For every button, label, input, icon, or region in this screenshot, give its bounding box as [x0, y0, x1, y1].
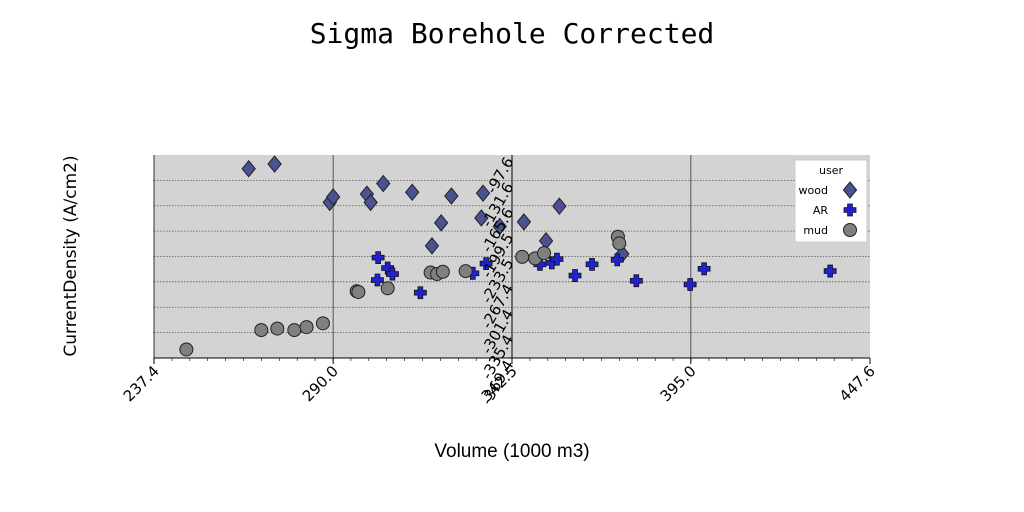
ar-point [568, 269, 582, 282]
ar-point [413, 286, 427, 300]
wood-point [424, 237, 440, 255]
mud-point [299, 320, 314, 335]
mud-point [435, 264, 450, 279]
ar-point [550, 252, 564, 266]
x-tick-label: 237.4 [120, 362, 163, 405]
ar-point [371, 273, 384, 287]
ar-point [629, 274, 643, 288]
y-axis-label: CurrentDensity (A/cm2) [61, 155, 81, 356]
wood-point [474, 209, 489, 227]
series-mud [179, 229, 627, 357]
wood-point [267, 155, 282, 173]
x-tick-label: 447.6 [836, 362, 879, 405]
legend-label-wood: wood [799, 184, 828, 197]
legend-marker-ar [843, 203, 857, 217]
wood-point [404, 183, 420, 202]
ar-point [823, 264, 837, 278]
legend-title: user [819, 164, 843, 177]
wood-point [492, 217, 507, 236]
mud-point [270, 321, 285, 336]
legend-marker-mud [843, 223, 857, 237]
ar-point [683, 278, 697, 291]
mud-point [315, 316, 330, 331]
ar-point [585, 257, 599, 271]
mud-point [287, 323, 302, 338]
chart-title: Sigma Borehole Corrected [310, 17, 715, 50]
ar-point [610, 253, 624, 267]
series-ar [371, 251, 837, 300]
mud-point [612, 236, 627, 251]
wood-point [552, 197, 567, 215]
ar-point [697, 262, 711, 276]
wood-point [433, 214, 449, 232]
wood-point [376, 174, 391, 193]
wood-point [241, 159, 256, 178]
wood-point [325, 188, 341, 206]
x-tick-label: 290.0 [299, 362, 342, 405]
wood-point [516, 213, 532, 231]
mud-point [380, 281, 395, 296]
mud-point [351, 284, 366, 299]
legend: user wood AR mud [794, 159, 868, 243]
mud-point [254, 323, 269, 338]
legend-label-ar: AR [813, 204, 829, 217]
axes [153, 155, 871, 364]
legend-marker-wood [842, 181, 858, 199]
x-axis-label: Volume (1000 m3) [434, 441, 589, 462]
mud-point [458, 264, 473, 279]
ar-point [479, 257, 493, 270]
x-tick-label: 395.0 [657, 362, 700, 405]
wood-point [444, 187, 459, 205]
mud-point [515, 249, 530, 264]
mud-point [179, 342, 194, 357]
series-wood [241, 155, 630, 263]
ar-point [386, 267, 399, 281]
wood-point [363, 193, 378, 212]
wood-point [475, 184, 491, 202]
data-points [179, 155, 837, 357]
mud-point [537, 246, 552, 261]
ar-point [371, 251, 385, 265]
legend-label-mud: mud [803, 224, 828, 237]
